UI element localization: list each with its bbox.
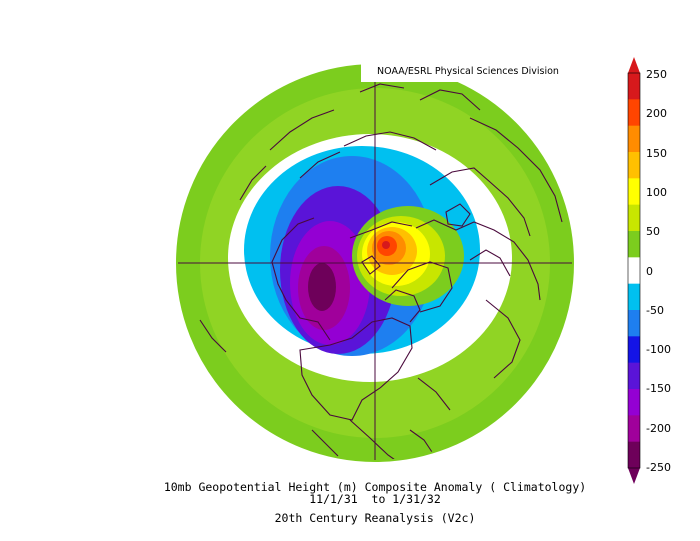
colorbar-tick-label: 0 [646,264,653,278]
colorbar-min-arrow [628,468,640,484]
colorbar-tick-label: -150 [646,382,671,396]
colorbar-tick-label: 250 [646,68,667,81]
caption-title: 10mb Geopotential Height (m) Composite A… [163,480,587,494]
coastlines [199,83,563,461]
colorbar-swatch [628,99,640,127]
colorbar-swatch [628,231,640,258]
colorbar-tick-label: 100 [646,185,667,199]
caption-date-range: 11/1/31 to 1/31/32 [309,492,441,506]
anomaly-band-plum [308,263,336,311]
colorbar-swatch [628,310,640,337]
colorbar-swatch [628,389,640,416]
colorbar-swatch [628,73,640,100]
colorbar-swatch [628,257,640,285]
colorbar-swatch [628,178,640,206]
colorbar-tick-label: 150 [646,146,667,160]
colorbar-tick-label: 200 [646,107,667,121]
colorbar [627,57,641,484]
colorbar-max-arrow [628,57,640,73]
anomaly-field [177,65,573,461]
credit-label: NOAA/ESRL Physical Sciences Division [361,62,575,82]
colorbar-swatch [628,152,640,179]
caption-dataset: 20th Century Reanalysis (V2c) [274,511,476,525]
grid-lines [177,65,573,461]
colorbar-tick-label: 50 [646,225,660,239]
colorbar-tick-label: -200 [646,421,671,435]
colorbar-swatch [628,441,640,469]
colorbar-swatch [628,415,640,443]
colorbar-swatch [628,362,640,390]
anomaly-band-pos-red [382,241,390,249]
colorbar-swatch [628,283,640,311]
colorbar-outline [627,72,641,469]
colorbar-tick-label: -250 [646,461,671,474]
colorbar-swatch [628,125,640,153]
colorbar-swatch [628,204,640,232]
colorbar-tick-label: -50 [646,303,664,317]
colorbar-tick-label: -100 [646,343,671,357]
colorbar-swatch [628,336,640,364]
